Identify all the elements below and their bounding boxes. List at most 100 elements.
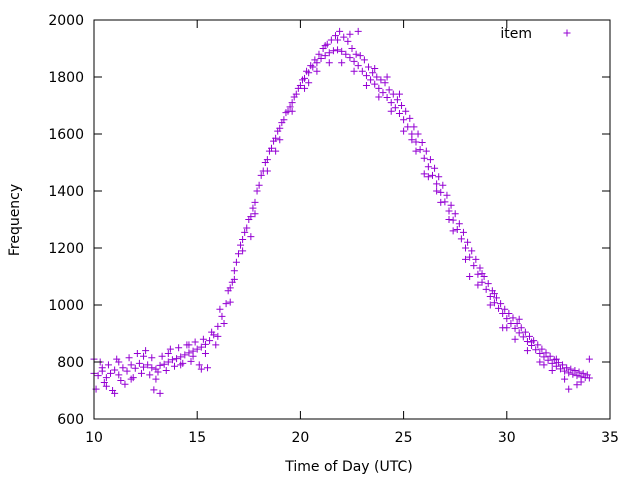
data-point — [146, 371, 154, 379]
data-point — [369, 69, 377, 77]
data-point — [257, 171, 265, 179]
data-point — [503, 324, 511, 332]
data-point — [573, 381, 581, 389]
data-point — [559, 361, 567, 369]
data-point — [338, 47, 346, 55]
data-point — [395, 90, 403, 98]
data-point — [383, 73, 391, 81]
data-point — [360, 56, 368, 64]
data-point — [142, 347, 150, 355]
data-point — [327, 36, 335, 44]
data-point — [422, 147, 430, 155]
data-point — [492, 294, 500, 302]
data-point — [362, 72, 370, 80]
data-point — [166, 345, 174, 353]
data-point — [131, 364, 139, 372]
y-tick-label: 600 — [57, 412, 84, 428]
data-point — [449, 216, 457, 224]
data-point — [387, 107, 395, 115]
data-point — [175, 344, 183, 352]
data-point — [218, 312, 226, 320]
data-point — [542, 349, 550, 357]
data-point — [412, 138, 420, 146]
data-point — [501, 305, 509, 313]
data-point — [406, 114, 414, 122]
data-point — [517, 324, 525, 332]
data-point — [214, 332, 222, 340]
data-point — [206, 337, 214, 345]
data-point — [482, 285, 490, 293]
data-point — [261, 159, 269, 166]
data-point — [117, 377, 125, 385]
data-point — [569, 370, 577, 378]
data-point — [111, 389, 119, 397]
data-point — [199, 335, 207, 343]
data-point — [208, 328, 216, 336]
data-points — [90, 27, 593, 397]
data-point — [239, 247, 247, 255]
legend-marker-plus — [563, 29, 571, 37]
data-point — [270, 137, 278, 145]
data-point — [214, 322, 222, 330]
data-point — [381, 79, 389, 87]
data-point — [428, 171, 436, 179]
data-point — [321, 52, 329, 60]
data-point — [177, 361, 185, 369]
data-point — [121, 380, 129, 388]
data-point — [237, 241, 245, 249]
x-tick-label: 30 — [498, 430, 516, 446]
data-point — [563, 364, 571, 372]
data-point — [243, 224, 251, 232]
data-point — [127, 375, 135, 383]
data-point — [350, 57, 358, 65]
data-point — [379, 89, 387, 97]
data-point — [505, 310, 513, 318]
data-point — [342, 50, 350, 58]
data-point — [193, 345, 201, 353]
data-point — [148, 364, 156, 372]
data-point — [571, 367, 579, 375]
data-point — [377, 76, 385, 84]
data-point — [156, 389, 164, 397]
data-point — [490, 299, 498, 307]
data-point — [336, 27, 344, 35]
data-point — [164, 349, 172, 357]
data-point — [356, 52, 364, 60]
data-point — [490, 290, 498, 298]
data-point — [395, 109, 403, 117]
data-point — [150, 386, 158, 394]
data-point — [334, 36, 342, 44]
data-point — [457, 235, 465, 243]
data-point — [265, 147, 273, 155]
data-point — [462, 244, 470, 252]
data-point — [486, 292, 494, 300]
data-point — [548, 359, 556, 367]
data-point — [352, 50, 360, 58]
data-point — [140, 352, 148, 360]
data-point — [251, 198, 259, 206]
data-point — [507, 320, 515, 328]
data-point — [528, 338, 536, 346]
data-point — [140, 363, 148, 371]
data-point — [441, 198, 449, 206]
data-point — [144, 361, 152, 369]
data-point — [499, 310, 507, 318]
data-point — [404, 123, 412, 131]
data-point — [362, 82, 370, 90]
data-point — [263, 167, 271, 175]
data-point — [538, 345, 546, 353]
legend-marker — [563, 29, 571, 37]
data-point — [137, 369, 145, 377]
data-point — [466, 253, 474, 261]
data-point — [331, 32, 339, 40]
data-point — [373, 73, 381, 81]
data-point — [513, 320, 521, 328]
data-point — [575, 368, 583, 376]
data-point — [519, 333, 527, 341]
y-tick-label: 800 — [57, 355, 84, 371]
data-point — [552, 362, 560, 370]
legend: item — [500, 26, 571, 42]
data-point — [158, 352, 166, 360]
data-point — [544, 356, 552, 364]
